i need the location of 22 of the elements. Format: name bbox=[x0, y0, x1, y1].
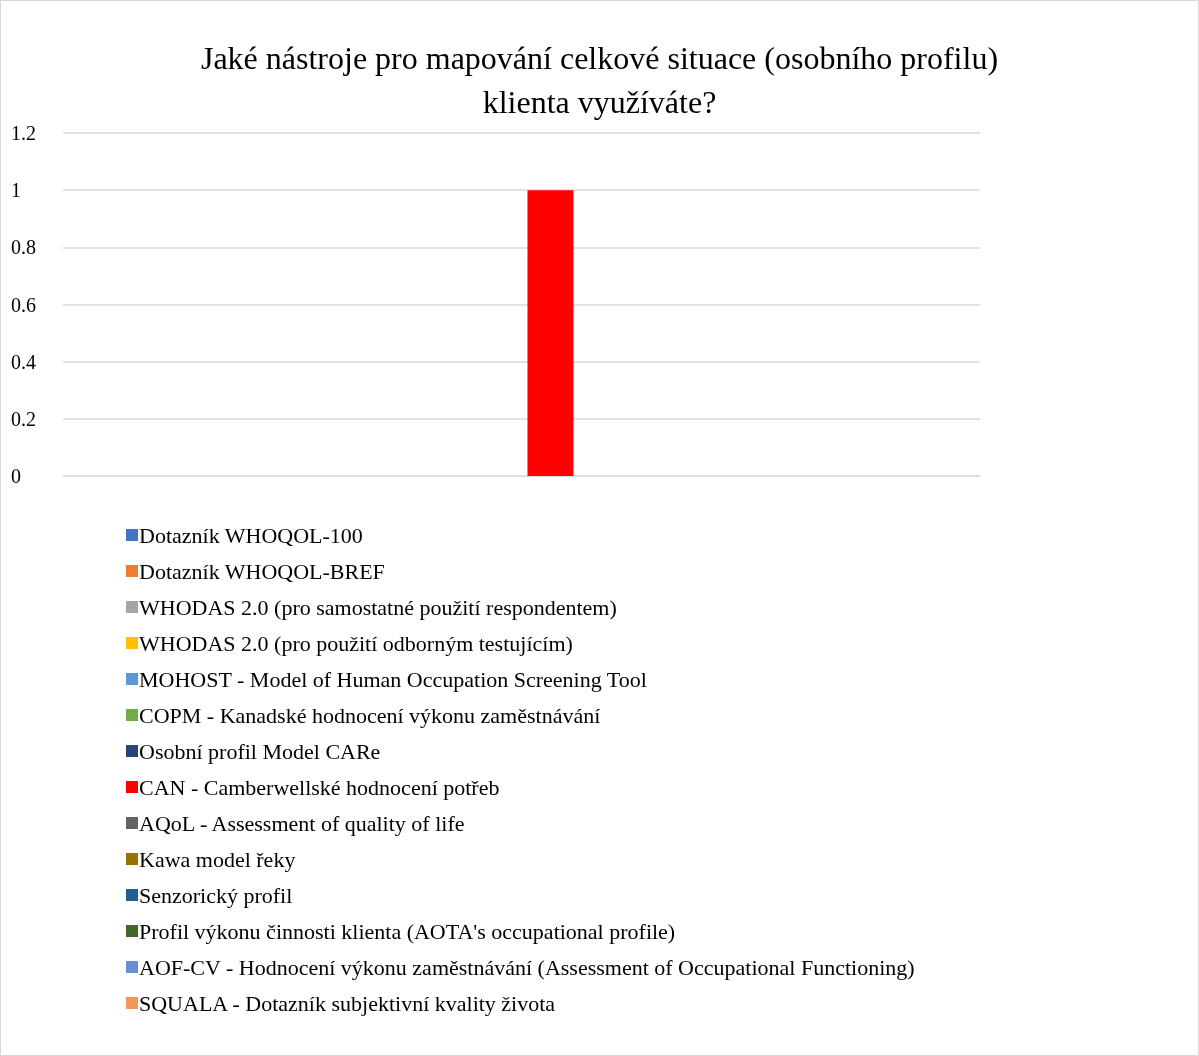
legend-label: WHODAS 2.0 (pro použití odborným testujícím) bbox=[139, 630, 573, 656]
legend-label: Senzorický profil bbox=[139, 882, 293, 908]
legend-label: Dotazník WHOQOL-BREF bbox=[139, 558, 385, 584]
y-tick-label: 0.2 bbox=[11, 407, 36, 430]
legend-label: COPM - Kanadské hodnocení výkonu zaměstnávání bbox=[139, 702, 601, 728]
legend-label: Profil výkonu činnosti klienta (AOTA's occupational profile) bbox=[139, 918, 676, 944]
chart-title: Jaké nástroje pro mapování celkové situace (osobního profilu) klienta využíváte? bbox=[200, 40, 999, 120]
y-tick-label: 0 bbox=[11, 465, 21, 487]
y-tick-label: 0.6 bbox=[11, 293, 36, 316]
legend-label: Kawa model řeky bbox=[139, 846, 296, 872]
y-tick-label: 0.8 bbox=[11, 236, 36, 259]
legend-label: CAN - Camberwellské hodnocení potřeb bbox=[139, 774, 500, 800]
y-tick-label: 0.4 bbox=[11, 350, 36, 373]
legend-label: AOF-CV - Hodnocení výkonu zaměstnávání (Assessment of Occupational Functioning) bbox=[139, 954, 915, 980]
legend-label: Osobní profil Model CARe bbox=[139, 738, 381, 764]
legend-label: Dotazník WHOQOL-100 bbox=[139, 522, 363, 548]
y-tick-label: 1 bbox=[11, 179, 21, 202]
legend-label: WHODAS 2.0 (pro samostatné použití respondentem) bbox=[139, 594, 617, 620]
legend-label: AQoL - Assessment of quality of life bbox=[139, 810, 465, 836]
legend-label: SQUALA - Dotazník subjektivní kvality života bbox=[139, 990, 556, 1016]
legend-label: MOHOST - Model of Human Occupation Screening Tool bbox=[139, 666, 647, 692]
y-tick-label: 1.2 bbox=[11, 122, 36, 144]
